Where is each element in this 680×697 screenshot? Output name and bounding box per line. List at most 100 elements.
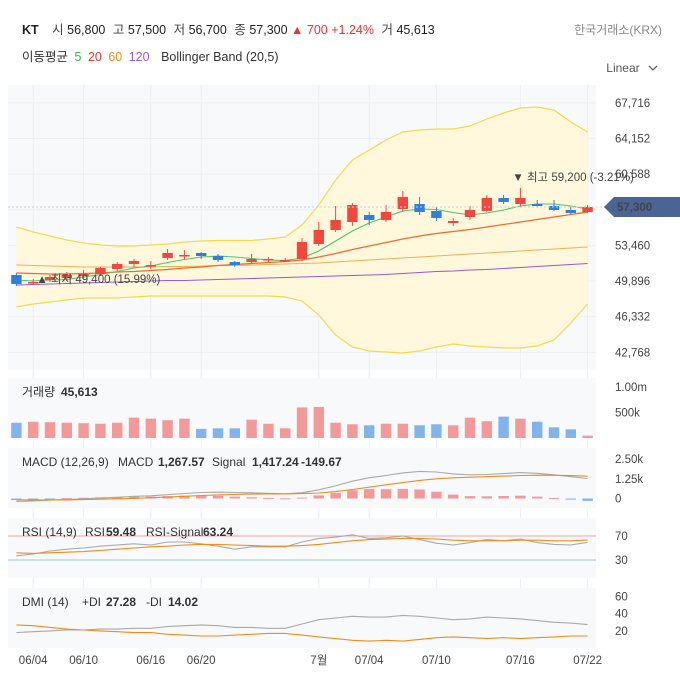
volume-bar xyxy=(548,427,560,438)
candle-body xyxy=(246,259,257,262)
volume-bar xyxy=(582,435,593,438)
macd-line xyxy=(16,470,588,502)
candle-body xyxy=(145,265,157,267)
macd-histogram-bar xyxy=(380,489,392,499)
close-label: 종 xyxy=(234,23,246,37)
low-label: 저 xyxy=(173,23,186,37)
y-tick-label: 53,460 xyxy=(615,240,650,252)
dmi-title: DMI (14) xyxy=(22,595,69,609)
x-tick-label: 06/16 xyxy=(136,655,165,667)
macd-hist-value: -149.67 xyxy=(301,455,342,469)
candle-body xyxy=(447,221,459,223)
candle-body xyxy=(95,268,106,274)
macd-histogram-bar xyxy=(582,498,593,501)
macd-histogram-bar xyxy=(128,496,140,499)
volume-bar xyxy=(179,418,190,438)
candle-body xyxy=(313,230,325,244)
macd-histogram-bar xyxy=(397,488,409,499)
volume-bar xyxy=(111,422,123,438)
volume-bar xyxy=(162,420,173,438)
dmi-minus-line xyxy=(16,624,588,642)
rsi-title: RSI (14,9) xyxy=(22,525,77,539)
volume-title: 거래량 xyxy=(22,385,55,399)
macd-histogram-bar xyxy=(179,495,190,499)
candle-body xyxy=(347,205,358,222)
volume-bar xyxy=(95,423,106,438)
y-tick-label: 60,588 xyxy=(615,169,650,181)
candle-body xyxy=(531,204,543,206)
volume-y-tick: 1.00m xyxy=(615,382,647,394)
volume-bar xyxy=(78,423,89,438)
volume-bar xyxy=(498,416,509,438)
low-value: 56,700 xyxy=(188,23,227,37)
candle-body xyxy=(582,207,593,212)
candle-body xyxy=(515,198,526,204)
y-tick-label: 67,716 xyxy=(615,98,650,110)
macd-histogram-bar xyxy=(263,497,274,499)
sub-panel-bg xyxy=(8,518,596,578)
candle-body xyxy=(548,206,560,210)
open-label: 시 xyxy=(52,23,64,37)
candle-body xyxy=(279,260,291,262)
change-value: 700 xyxy=(306,23,328,37)
macd-histogram-bar xyxy=(363,489,375,499)
candle-body xyxy=(498,198,509,202)
x-tick-label: 06/10 xyxy=(69,655,98,667)
candle-body xyxy=(61,275,73,278)
ma-5[interactable]: 5 xyxy=(74,50,82,64)
macd-signal-line xyxy=(16,474,588,501)
macd-histogram-bar xyxy=(246,497,257,499)
candle-body xyxy=(481,198,493,211)
macd-histogram-bar xyxy=(464,496,476,499)
macd-histogram-bar xyxy=(229,496,241,499)
macd-histogram-bar xyxy=(431,491,442,499)
volume-bar xyxy=(565,429,577,438)
volume-bar xyxy=(44,422,56,438)
volume-bar xyxy=(27,421,39,438)
bollinger-lower-line xyxy=(16,295,589,354)
x-tick-label: 06/20 xyxy=(187,655,216,667)
candle-body xyxy=(212,256,224,260)
macd-histogram-bar xyxy=(447,494,459,499)
candle-body xyxy=(380,212,392,220)
x-tick-label: 07/10 xyxy=(422,655,451,667)
ma-60[interactable]: 60 xyxy=(108,50,123,64)
candle-body xyxy=(111,264,123,269)
volume-bar xyxy=(246,419,257,438)
bollinger-label[interactable]: Bollinger Band (20,5) xyxy=(161,50,279,64)
macd-histogram-bar xyxy=(195,495,207,499)
ma-20[interactable]: 20 xyxy=(87,50,102,64)
macd-histogram-bar xyxy=(61,498,73,500)
volume-bar xyxy=(464,417,476,438)
scale-selector[interactable]: Linear xyxy=(606,61,658,75)
ma-120[interactable]: 120 xyxy=(128,50,150,64)
volume-bar xyxy=(447,425,459,438)
candle-body xyxy=(162,253,173,258)
quote-header: KT 시 56,800 고 57,500 저 56,700 종 57,300 ▲… xyxy=(22,19,435,38)
dmi-plus-value: 27.28 xyxy=(106,595,136,609)
volume-bar xyxy=(481,421,493,438)
x-tick-label: 07/16 xyxy=(506,655,535,667)
dmi-y-tick: 20 xyxy=(615,626,628,638)
dmi-y-tick: 40 xyxy=(615,609,628,621)
volume-bar xyxy=(313,406,325,438)
candle-body xyxy=(78,274,89,276)
y-tick-label: 42,768 xyxy=(615,347,650,359)
max-price-label: ▼ 최고 59,200 (-3.21%) xyxy=(512,171,634,184)
volume-bar xyxy=(61,422,73,438)
volume-bar xyxy=(279,428,291,438)
symbol: KT xyxy=(22,23,39,37)
volume-bar xyxy=(531,421,543,438)
volume-bar xyxy=(296,407,308,438)
volume-bar xyxy=(128,417,140,438)
ma60-line xyxy=(16,246,588,268)
macd-histogram-bar xyxy=(296,497,308,499)
volume-bar xyxy=(515,418,526,438)
macd-histogram-bar xyxy=(565,498,577,500)
candle-body xyxy=(229,262,241,265)
rsi-y-tick: 30 xyxy=(615,555,628,567)
rsi-label: RSI xyxy=(85,525,105,539)
volume-label: 거 xyxy=(381,23,393,37)
candle-body xyxy=(397,197,409,209)
